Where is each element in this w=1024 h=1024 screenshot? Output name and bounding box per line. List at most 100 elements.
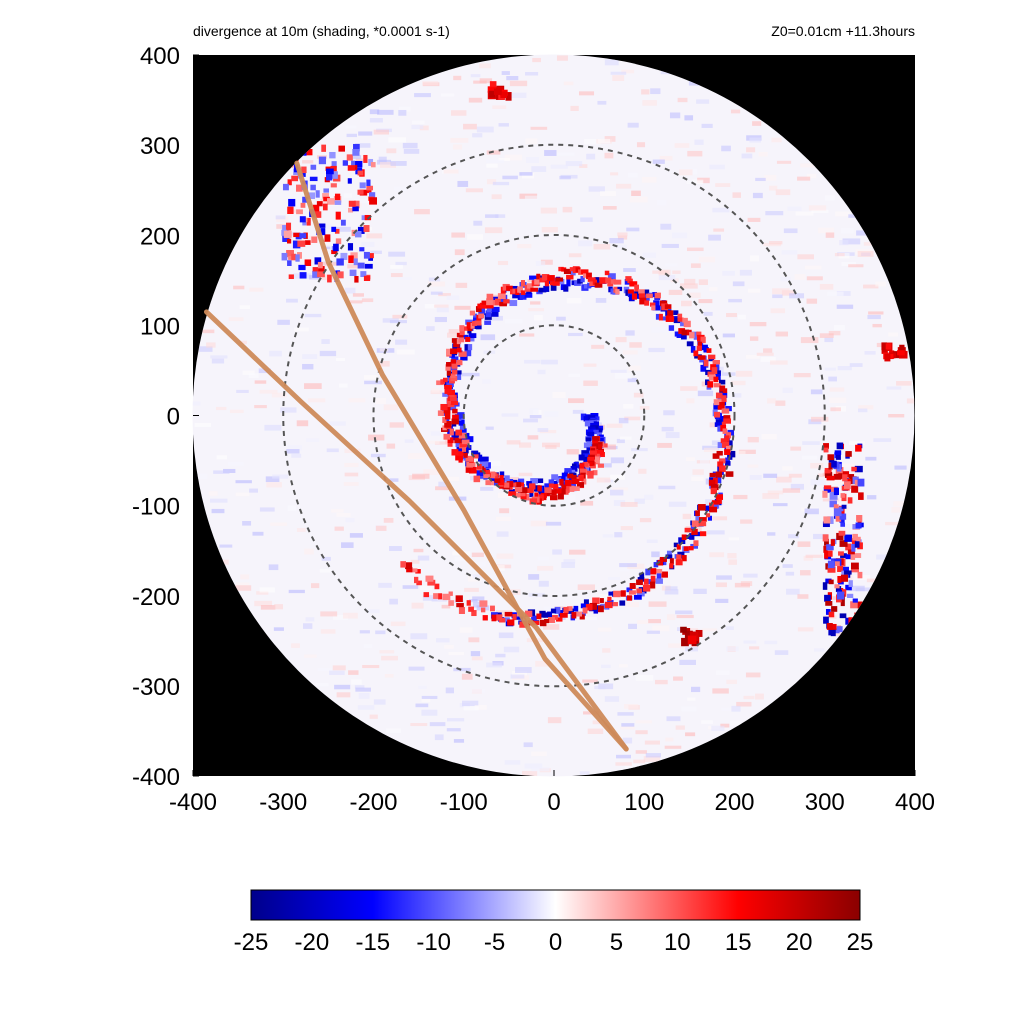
field-cell xyxy=(669,558,674,565)
field-cell xyxy=(610,172,619,176)
field-cell xyxy=(687,635,697,645)
field-cell xyxy=(628,590,636,595)
field-cell xyxy=(864,351,876,355)
field-cell xyxy=(450,110,467,116)
field-cell xyxy=(211,358,225,364)
field-cell xyxy=(446,348,451,356)
field-cell xyxy=(445,364,451,371)
field-cell xyxy=(375,398,387,404)
field-cell xyxy=(213,470,230,474)
field-cell xyxy=(479,302,487,309)
field-cell xyxy=(575,267,581,273)
field-cell xyxy=(500,91,508,98)
field-cell xyxy=(679,334,696,338)
field-cell xyxy=(619,436,632,440)
field-cell xyxy=(622,350,638,355)
field-cell xyxy=(449,428,454,436)
field-cell xyxy=(518,472,533,477)
field-cell xyxy=(364,380,382,385)
field-cell xyxy=(824,472,833,478)
field-cell xyxy=(835,211,850,217)
field-cell xyxy=(563,559,576,564)
field-cell xyxy=(688,546,694,551)
field-cell xyxy=(544,487,552,493)
field-cell xyxy=(693,334,699,340)
field-cell xyxy=(718,458,726,464)
field-cell xyxy=(743,640,757,644)
field-cell xyxy=(646,293,653,299)
field-cell xyxy=(334,526,344,531)
field-cell xyxy=(368,158,374,166)
field-cell xyxy=(602,534,614,538)
field-cell xyxy=(827,566,836,573)
field-cell xyxy=(710,504,719,509)
field-cell xyxy=(511,482,517,487)
colorbar-gradient xyxy=(250,889,861,921)
chart-subtitle: Z0=0.01cm +11.3hours xyxy=(771,23,915,39)
field-cell xyxy=(561,472,568,478)
field-cell xyxy=(366,179,371,186)
field-cell xyxy=(787,206,802,212)
field-cell xyxy=(535,261,546,267)
field-cell xyxy=(296,184,303,192)
field-cell xyxy=(370,453,386,458)
field-cell xyxy=(554,606,569,610)
field-cell xyxy=(477,454,483,462)
field-cell xyxy=(530,287,539,292)
field-cell xyxy=(330,171,338,179)
field-cell xyxy=(532,485,541,492)
field-cell xyxy=(624,703,639,709)
field-cell xyxy=(828,330,841,336)
field-cell xyxy=(728,298,742,303)
field-cell xyxy=(506,481,514,488)
field-cell xyxy=(288,274,294,280)
field-cell xyxy=(592,279,598,285)
field-cell xyxy=(199,346,213,352)
field-cell xyxy=(451,418,459,425)
field-cell xyxy=(676,333,682,339)
field-cell xyxy=(568,253,582,258)
field-cell xyxy=(581,450,590,456)
field-cell xyxy=(624,416,641,421)
field-cell xyxy=(762,493,780,499)
field-cell xyxy=(695,515,700,522)
field-cell xyxy=(444,420,452,428)
field-cell xyxy=(268,564,279,571)
field-cell xyxy=(312,267,320,272)
field-cell xyxy=(685,534,693,539)
field-cell xyxy=(690,345,696,353)
colorbar-tick-label: 5 xyxy=(610,929,623,956)
y-tick-label: 0 xyxy=(167,404,180,431)
field-cell xyxy=(824,550,829,559)
field-cell xyxy=(446,398,451,404)
field-cell xyxy=(634,291,642,297)
field-cell xyxy=(739,269,752,276)
field-cell xyxy=(434,316,447,323)
field-cell xyxy=(358,692,370,699)
field-cell xyxy=(424,304,435,309)
field-cell xyxy=(479,461,486,469)
field-cell xyxy=(616,754,631,759)
field-cell xyxy=(584,456,589,462)
field-cell xyxy=(456,373,462,380)
field-cell xyxy=(333,243,339,252)
field-cell xyxy=(638,293,646,298)
field-cell xyxy=(357,170,364,176)
field-cell xyxy=(527,435,539,440)
field-cell xyxy=(331,226,337,232)
field-cell xyxy=(338,145,346,152)
field-cell xyxy=(615,762,632,766)
field-cell xyxy=(259,587,275,593)
field-cell xyxy=(321,224,333,230)
field-cell xyxy=(302,354,318,360)
field-cell xyxy=(447,441,453,447)
field-cell xyxy=(657,442,672,448)
field-cell xyxy=(721,421,726,428)
field-cell xyxy=(642,289,650,296)
field-cell xyxy=(652,625,670,632)
field-cell xyxy=(550,284,557,291)
field-cell xyxy=(329,151,336,159)
field-cell xyxy=(301,166,307,174)
field-cell xyxy=(658,274,676,281)
field-cell xyxy=(540,259,553,265)
